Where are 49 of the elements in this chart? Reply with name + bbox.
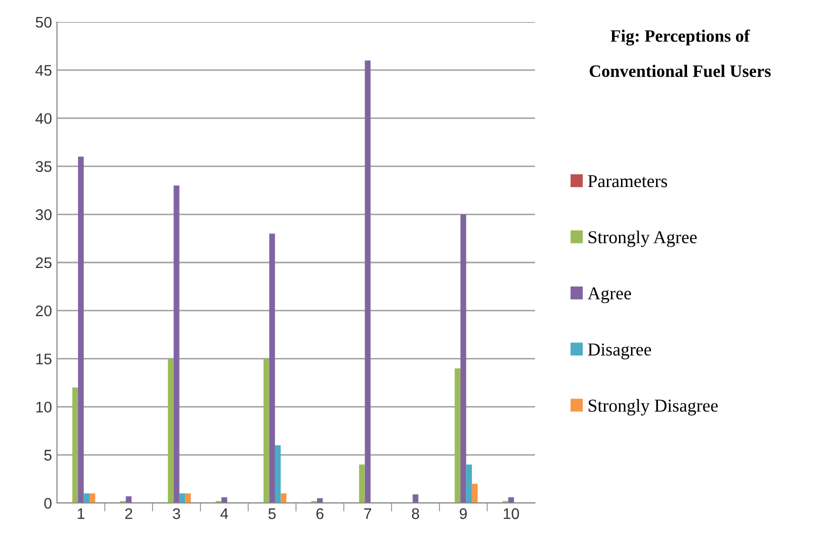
y-tick-label: 35 xyxy=(36,161,52,172)
y-tick-label: 20 xyxy=(36,305,52,316)
bar xyxy=(179,493,186,503)
y-tick-label: 25 xyxy=(36,257,52,268)
legend-label: Parameters xyxy=(588,175,668,188)
bar xyxy=(460,214,466,503)
x-tick-label: 2 xyxy=(125,508,132,519)
x-tick-label: 4 xyxy=(220,508,228,519)
y-tick-label: 30 xyxy=(36,209,52,220)
x-tick-label: 3 xyxy=(172,508,180,520)
bar xyxy=(78,156,84,503)
bar xyxy=(359,464,365,503)
legend-label: Strongly Agree xyxy=(588,230,697,248)
bar xyxy=(274,445,281,503)
bar xyxy=(466,464,472,503)
bar xyxy=(72,388,78,503)
bar xyxy=(263,358,270,503)
bar xyxy=(185,493,191,503)
y-tick-label: 15 xyxy=(36,354,52,364)
bar xyxy=(174,186,180,503)
x-tick-label: 5 xyxy=(268,508,276,520)
legend-label: Disagree xyxy=(588,343,652,360)
y-tick-label: 45 xyxy=(36,65,52,76)
x-tick-label: 1 xyxy=(78,508,84,519)
legend-label: Strongly Disagree xyxy=(588,399,718,416)
bar xyxy=(84,493,90,503)
bar xyxy=(317,498,323,503)
bar xyxy=(454,368,460,503)
bar xyxy=(508,497,514,503)
legend-label: Agree xyxy=(588,287,631,304)
x-tick-label: 10 xyxy=(504,508,519,520)
y-tick-label: 10 xyxy=(36,402,52,412)
bar xyxy=(364,60,371,503)
y-tick-label: 5 xyxy=(44,450,52,461)
bar xyxy=(269,234,275,503)
y-tick-label: 40 xyxy=(36,113,52,124)
bar xyxy=(412,494,418,503)
x-tick-label: 9 xyxy=(460,508,467,520)
bar xyxy=(221,497,228,503)
bar xyxy=(168,358,174,503)
y-tick-label: 50 xyxy=(36,16,52,28)
x-tick-label: 7 xyxy=(364,508,372,519)
bar xyxy=(90,493,96,503)
bar xyxy=(280,493,286,503)
y-tick-label: 0 xyxy=(44,498,52,509)
x-tick-label: 8 xyxy=(412,508,420,520)
text: Fig: Perceptions of Conventional Fuel Users xyxy=(590,29,771,78)
bar xyxy=(472,484,478,503)
x-tick-label: 6 xyxy=(316,508,324,520)
